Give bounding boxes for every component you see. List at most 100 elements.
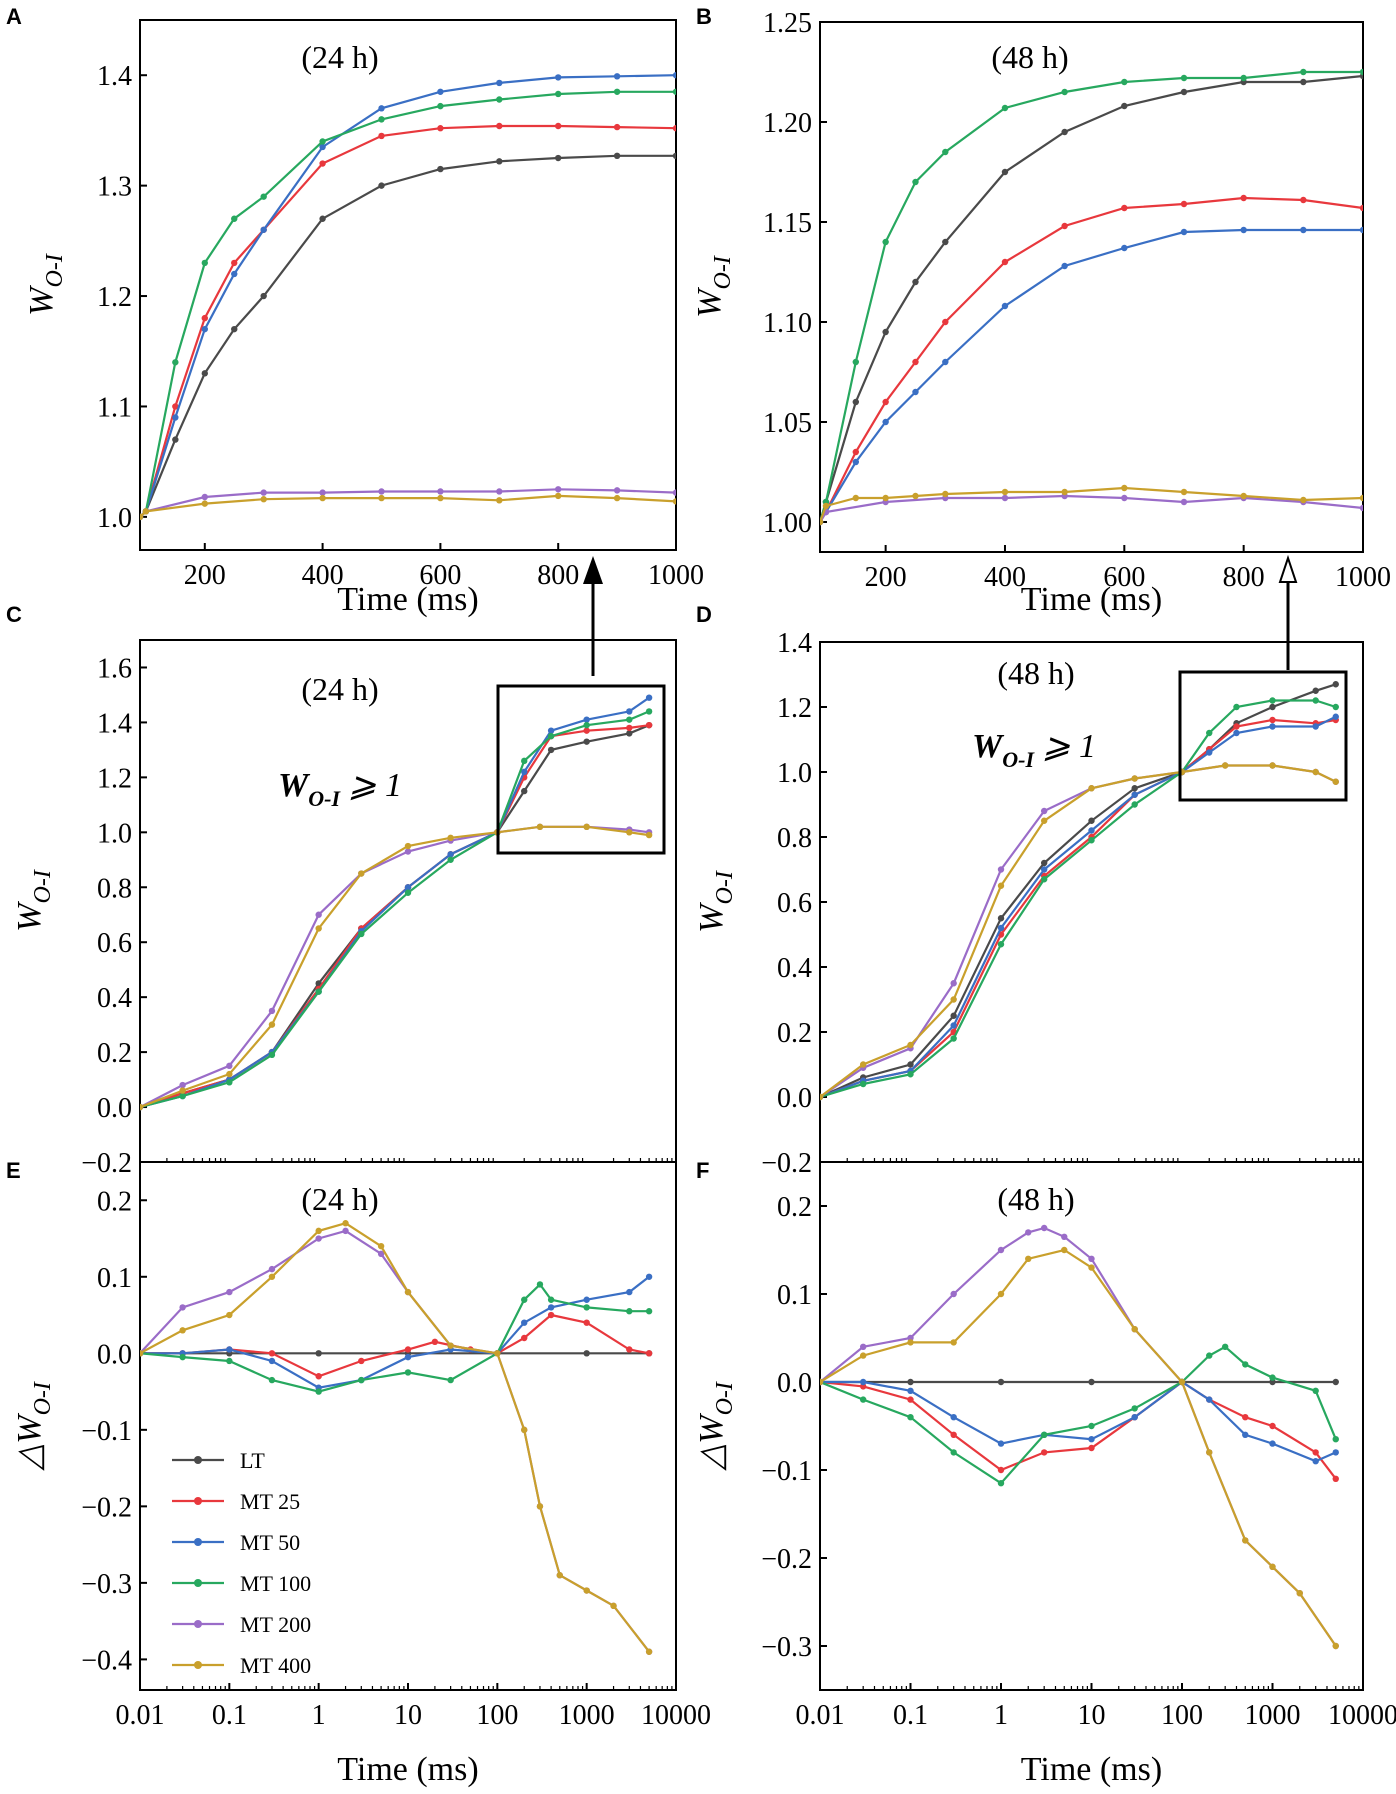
plot-content-b: 1.00 1.05 1.10 1.15 1.20 1.25 200 400 600 800 1000…	[691, 8, 1391, 618]
y-axis-label-main: △W	[693, 1413, 730, 1471]
data-point	[268, 1007, 276, 1015]
data-point	[1121, 494, 1128, 502]
data-point	[950, 1022, 957, 1029]
data-point	[319, 143, 326, 151]
data-point	[140, 513, 144, 521]
data-point	[672, 498, 676, 505]
plot-content-c: −0.20.00.20.40.60.81.01.21.41.6(24 h)WO-…	[11, 653, 673, 1179]
data-point	[859, 1383, 867, 1390]
data-point	[942, 490, 949, 498]
x-tick-label: 0.01	[796, 1700, 845, 1731]
data-point	[142, 508, 150, 515]
data-point	[613, 73, 621, 80]
data-point	[496, 122, 503, 130]
data-point	[852, 398, 860, 406]
data-point	[1359, 504, 1363, 512]
data-point	[342, 1220, 349, 1227]
x-tick-label: 10	[1078, 1700, 1106, 1731]
data-point	[1332, 1475, 1339, 1483]
data-point	[179, 1304, 186, 1311]
data-point	[613, 487, 621, 494]
data-point	[547, 1311, 555, 1319]
data-point	[1312, 1387, 1319, 1395]
panel-e: E −0.4 −0.3 −0.2 −0.1 0.0 0.1 0.2 0.01 0.1 1 10 100…	[6, 1158, 711, 1788]
data-point	[1061, 488, 1068, 496]
data-point	[1312, 687, 1319, 694]
series-line-mt-400	[820, 486, 1363, 523]
data-point	[907, 1378, 914, 1386]
data-point	[521, 757, 528, 765]
data-point	[1332, 778, 1339, 785]
data-point	[583, 1296, 590, 1303]
data-point	[231, 259, 238, 267]
data-point	[496, 96, 503, 103]
annotation-main: W	[972, 728, 1005, 765]
data-point	[997, 941, 1005, 948]
series-line-mt-200	[140, 1229, 650, 1653]
data-point	[626, 730, 633, 737]
data-point	[268, 1265, 276, 1273]
data-point	[1332, 1449, 1339, 1456]
y-tick-label: 1.00	[763, 508, 812, 539]
data-point	[547, 1296, 555, 1303]
legend-item: MT 50	[172, 1530, 300, 1555]
data-point	[997, 1480, 1005, 1487]
series-line-mt-25	[820, 196, 1363, 523]
data-point	[226, 1062, 233, 1070]
data-point	[1300, 78, 1307, 86]
data-point	[404, 842, 412, 850]
data-point	[583, 721, 590, 729]
y-tick-label: 1.2	[97, 282, 132, 313]
legend-item: LT	[172, 1448, 265, 1473]
data-point	[315, 1227, 322, 1235]
data-point	[547, 727, 555, 734]
y-axis-label-main: W	[23, 285, 60, 316]
data-point	[852, 358, 860, 366]
data-point	[1088, 827, 1095, 834]
y-tick-label: 1.2	[97, 763, 132, 794]
panel-letter-e: E	[6, 1158, 21, 1183]
plot-content-a: 1.0 1.1 1.2 1.3 1.4 200 400 600 800 1000 (24 h) Tim…	[23, 39, 704, 618]
legend-label: LT	[240, 1448, 265, 1473]
data-point	[1269, 716, 1276, 724]
y-tick-label: −0.2	[81, 1148, 132, 1179]
data-point	[859, 1080, 867, 1088]
panel-title-a: (24 h)	[301, 39, 378, 75]
x-tick-label: 100	[1161, 1700, 1203, 1731]
data-point	[404, 1346, 412, 1353]
data-point	[437, 165, 444, 173]
x-tick-label: 1000	[559, 1700, 615, 1731]
data-point	[613, 152, 621, 160]
y-tick-label: 0.4	[97, 983, 132, 1014]
y-axis-label-d: WO-I	[693, 870, 738, 933]
data-point	[1180, 498, 1188, 506]
data-point	[1300, 196, 1307, 204]
data-point	[358, 930, 365, 938]
data-point	[1269, 1374, 1276, 1381]
zoom-box-d	[1178, 670, 1348, 802]
data-point	[268, 1273, 276, 1280]
plot-content-d: −0.20.00.20.40.60.81.01.21.4(48 h)WO-IWO…	[693, 628, 1360, 1179]
x-tick-label: 400	[984, 562, 1026, 593]
data-point	[907, 1071, 914, 1078]
panel-title-c: (24 h)	[301, 671, 378, 707]
data-point	[447, 851, 454, 858]
data-point	[431, 1338, 439, 1346]
y-tick-label: −0.2	[761, 1148, 812, 1179]
data-point	[626, 1308, 633, 1315]
data-point	[437, 494, 444, 502]
data-point	[319, 138, 326, 145]
y-axis-label-f: △WO-I	[693, 1381, 738, 1471]
y-axis-label-sub: O-I	[712, 870, 738, 904]
y-tick-label: 1.4	[97, 61, 132, 92]
series-group-e	[140, 1220, 653, 1655]
data-point	[645, 1648, 653, 1655]
data-point	[912, 358, 919, 366]
panel-b: B 1.00 1.05 1.10 1.15 1.20 1.25 200 400 600 800 10…	[691, 4, 1391, 618]
data-point	[1269, 1422, 1276, 1430]
data-point	[645, 1273, 653, 1280]
x-tick-label: 1000	[1335, 562, 1391, 593]
y-tick-label: −0.1	[761, 1456, 812, 1487]
y-tick-label: 0.1	[97, 1263, 132, 1294]
series-line-mt-400	[820, 764, 1337, 1098]
